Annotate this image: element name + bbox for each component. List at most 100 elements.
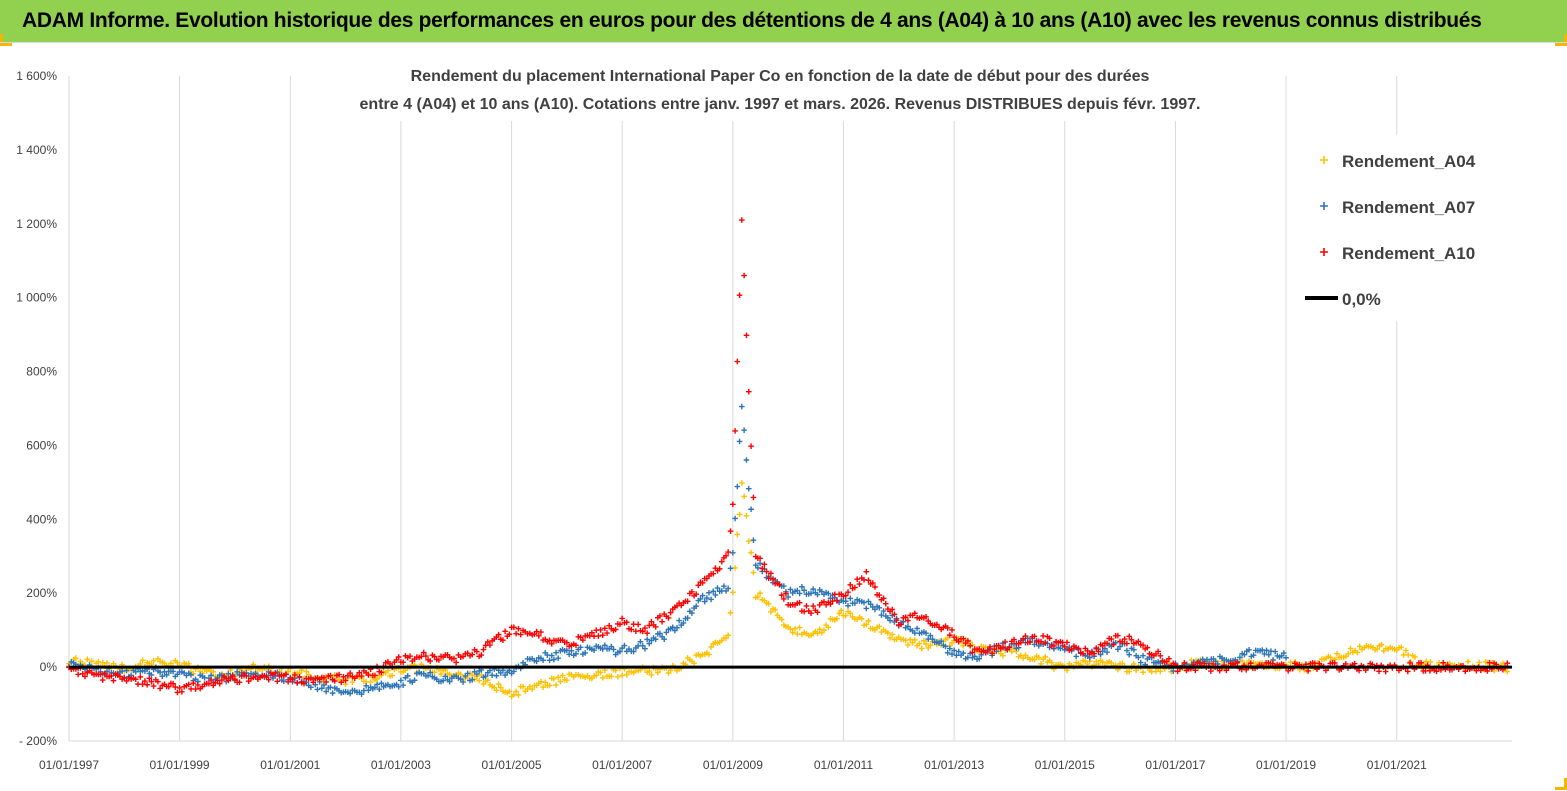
data-point	[615, 674, 621, 680]
data-point	[1011, 636, 1017, 643]
data-point	[743, 457, 750, 463]
data-point	[646, 668, 653, 674]
data-point	[427, 658, 434, 664]
data-point	[372, 672, 378, 679]
data-point	[659, 618, 665, 625]
data-point	[838, 607, 845, 614]
x-tick-label: 01/01/1997	[39, 758, 99, 772]
data-point	[150, 657, 157, 664]
data-point	[513, 630, 519, 637]
data-point	[551, 656, 557, 663]
data-point	[684, 615, 691, 621]
data-point	[914, 625, 920, 632]
data-point	[457, 676, 464, 682]
data-point	[1000, 644, 1006, 650]
data-point	[243, 673, 250, 679]
data-point	[872, 584, 878, 590]
data-point	[960, 635, 967, 642]
data-point	[132, 676, 139, 683]
data-point	[274, 678, 281, 685]
data-point	[1104, 649, 1110, 655]
data-point	[803, 603, 810, 609]
legend-background	[1290, 135, 1510, 321]
data-point	[619, 615, 625, 622]
data-point	[1124, 640, 1130, 647]
data-point	[606, 622, 612, 629]
data-point	[1046, 635, 1053, 642]
data-point	[99, 677, 106, 683]
data-point	[1174, 668, 1181, 675]
data-point	[1031, 633, 1038, 640]
data-point	[321, 682, 327, 688]
data-point	[1042, 654, 1049, 660]
data-point	[912, 637, 918, 643]
data-point	[621, 642, 628, 649]
data-point	[646, 640, 653, 647]
data-point	[480, 646, 487, 653]
data-point	[697, 596, 704, 602]
data-point	[674, 624, 680, 631]
data-point	[727, 609, 734, 616]
data-point	[1084, 648, 1091, 654]
legend-swatch-marker	[1320, 156, 1328, 164]
data-point	[1234, 659, 1241, 666]
data-point	[708, 644, 714, 650]
data-point	[411, 677, 418, 684]
data-point	[856, 581, 863, 587]
data-point	[190, 680, 197, 686]
data-point	[695, 582, 702, 589]
data-point	[493, 687, 500, 694]
data-point	[889, 631, 896, 638]
data-point	[148, 672, 155, 678]
data-point	[987, 644, 993, 650]
data-point	[296, 674, 303, 680]
data-point	[555, 655, 562, 661]
data-point	[1075, 645, 1082, 652]
x-tick-label: 01/01/2005	[482, 758, 542, 772]
data-point	[732, 428, 738, 434]
data-point	[778, 592, 785, 598]
data-point	[721, 583, 727, 589]
data-point	[927, 632, 934, 639]
data-point	[1038, 638, 1044, 645]
data-point	[949, 651, 955, 658]
data-point	[289, 676, 296, 683]
data-point	[761, 561, 768, 568]
data-point	[796, 624, 803, 631]
x-tick-label: 01/01/2021	[1367, 758, 1427, 772]
data-point	[89, 658, 95, 664]
data-point	[82, 673, 88, 680]
data-point	[808, 610, 814, 616]
data-point	[117, 673, 123, 680]
data-point	[1051, 643, 1057, 649]
data-point	[971, 653, 978, 660]
data-point	[989, 650, 995, 657]
y-tick-label: 1 200%	[16, 217, 57, 231]
data-point	[358, 673, 365, 679]
data-point	[568, 648, 575, 654]
data-point	[693, 603, 699, 610]
data-point	[376, 686, 383, 693]
y-tick-label: 1 000%	[16, 291, 57, 305]
data-point	[863, 621, 870, 628]
data-point	[861, 599, 867, 606]
data-point	[329, 690, 336, 696]
data-point	[420, 649, 427, 656]
data-point	[1378, 641, 1385, 648]
data-point	[457, 671, 464, 678]
data-point	[810, 586, 816, 592]
data-point	[955, 638, 962, 645]
y-tick-label: 200%	[26, 586, 57, 600]
data-point	[398, 677, 404, 684]
data-point	[446, 678, 453, 685]
data-point	[474, 648, 480, 655]
data-point	[453, 659, 459, 666]
data-point	[593, 672, 600, 679]
data-point	[1027, 639, 1033, 645]
data-point	[502, 628, 508, 635]
data-point	[367, 679, 374, 685]
data-point	[385, 667, 391, 674]
data-point	[511, 668, 517, 675]
data-point	[665, 615, 672, 621]
data-point	[487, 642, 493, 648]
